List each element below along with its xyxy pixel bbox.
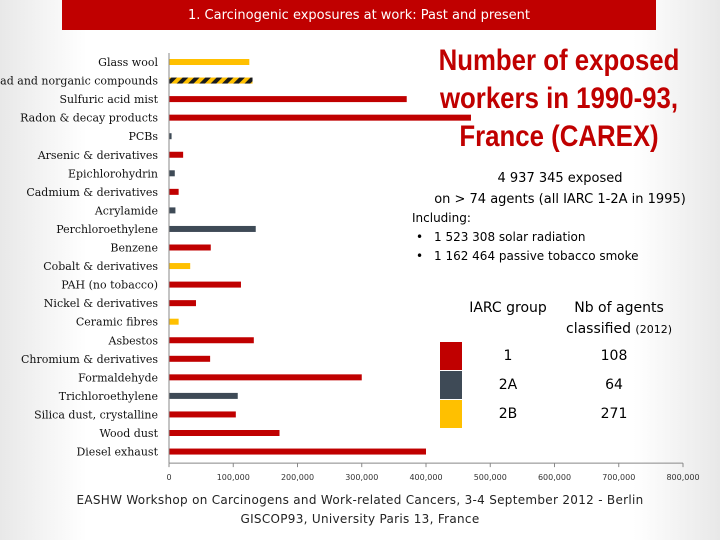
bar-19 [169,411,236,418]
bar-21 [169,448,426,455]
bar-15 [169,337,254,344]
legend-group-2b: 2B [498,406,518,422]
bar-13 [169,300,196,307]
legend-header-year: (2012) [635,323,672,336]
category-label-7: Cadmium & derivatives [26,186,158,199]
category-label-15: Asbestos [108,334,159,347]
legend-header-count: Nb of agents classified (2012) [554,298,684,340]
x-tick-label-5: 500,000 [474,473,507,482]
x-tick-label-8: 800,000 [666,473,699,482]
exposed-agents: on > 74 agents (all IARC 1-2A in 1995) [434,192,686,207]
header-title: 1. Carcinogenic exposures at work: Past … [187,7,530,23]
bar-5 [169,151,184,158]
legend-swatch-group2b [440,400,462,428]
including-item-solar: 1 523 308 solar radiation [412,228,639,247]
footer-line1: EASHW Workshop on Carcinogens and Work-r… [76,493,644,507]
category-label-4: PCBs [128,130,158,143]
legend-swatch-group2a [440,371,462,399]
footer: EASHW Workshop on Carcinogens and Work-r… [40,491,680,529]
including-label: Including: [412,211,471,225]
bar-11 [169,263,191,270]
category-label-13: Nickel & derivatives [44,297,159,310]
header-banner: 1. Carcinogenic exposures at work: Past … [62,0,656,30]
bar-2 [169,96,407,103]
bar-4 [169,133,172,140]
bar-0 [169,59,250,65]
x-tick-label-6: 600,000 [538,473,571,482]
bar-16 [169,355,211,362]
including-item-tobacco: 1 162 464 passive tobacco smoke [412,247,639,266]
legend-count-2a: 64 [605,377,623,393]
bar-9 [169,225,256,232]
x-tick-label-7: 700,000 [602,473,635,482]
x-tick-label-1: 100,000 [217,473,250,482]
legend-count-1: 108 [600,348,628,364]
bar-10 [169,244,211,251]
category-label-20: Wood dust [99,427,158,440]
x-tick-label-3: 300,000 [345,473,378,482]
bar-18 [169,392,238,399]
including-block: Including: 1 523 308 solar radiation 1 1… [412,209,639,266]
category-label-0: Glass wool [98,56,158,69]
bar-7 [169,188,179,195]
bar-1 [169,77,253,84]
bar-3 [169,114,471,121]
x-tick-label-0: 0 [166,473,171,482]
category-label-11: Cobalt & derivatives [43,260,158,273]
category-label-1: Lead and norganic compounds [0,75,158,88]
exposed-summary: 4 937 345 exposed on > 74 agents (all IA… [412,168,708,210]
category-label-8: Acrylamide [94,204,158,217]
category-label-3: Radon & decay products [20,112,158,125]
category-label-17: Formaldehyde [78,371,158,384]
bar-17 [169,374,362,381]
x-tick-label-2: 200,000 [281,473,314,482]
legend-swatch-group1 [440,342,462,370]
legend-header-count-label: Nb of agents classified [566,300,664,337]
legend-header-group: IARC group [469,300,547,316]
x-tick-label-4: 400,000 [409,473,442,482]
chart-title: Number of exposed workers in 1990-93, Fr… [438,44,680,153]
bar-12 [169,281,241,288]
category-label-19: Silica dust, crystalline [34,408,158,421]
exposed-total: 4 937 345 exposed [497,171,623,186]
category-label-5: Arsenic & derivatives [37,149,159,162]
bar-20 [169,430,280,436]
category-label-2: Sulfuric acid mist [59,93,158,106]
legend-group-2a: 2A [498,377,518,393]
category-label-21: Diesel exhaust [76,446,158,459]
bar-14 [169,318,179,325]
category-label-14: Ceramic fibres [76,316,158,329]
legend-group-1: 1 [503,348,513,364]
legend-count-2b: 271 [600,406,628,422]
category-label-18: Trichloroethylene [59,390,158,403]
footer-line2: GISCOP93, University Paris 13, France [240,512,480,526]
category-label-10: Benzene [110,242,158,255]
bar-8 [169,207,176,214]
category-label-6: Epichlorohydrin [68,167,158,180]
category-label-12: PAH (no tobacco) [61,279,158,292]
bar-6 [169,170,175,177]
category-label-16: Chromium & derivatives [21,353,158,366]
category-label-9: Perchloroethylene [56,223,158,236]
